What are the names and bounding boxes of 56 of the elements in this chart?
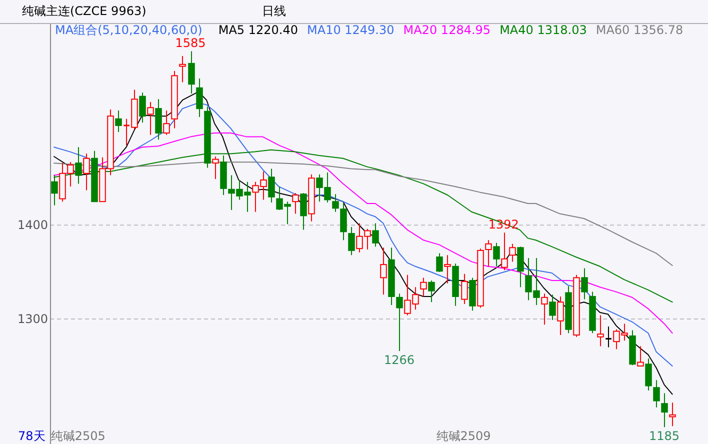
candlestick: [372, 222, 379, 248]
candlestick: [332, 194, 339, 212]
candlestick: [485, 240, 492, 267]
candlestick: [196, 78, 203, 118]
text: MA5 1220.40: [218, 23, 298, 37]
candlestick: [501, 232, 508, 271]
candlestick: [115, 110, 122, 133]
candlestick: [444, 254, 451, 284]
candlestick: [348, 226, 355, 256]
candlestick: [428, 280, 435, 303]
x-tick-label: 纯碱2509: [436, 429, 491, 443]
legend-title: MA组合(5,10,20,40,60,0): [55, 23, 202, 37]
candlestick: [541, 293, 548, 326]
candlestick: [604, 326, 612, 348]
candlestick: [637, 346, 644, 367]
line-series: [54, 132, 673, 334]
candlestick: [669, 402, 676, 427]
annotation: 1185: [649, 429, 680, 444]
candlestick: [268, 168, 275, 204]
candlestick: [300, 192, 307, 230]
candlestick: [436, 252, 443, 273]
text: MA40 1318.03: [500, 23, 587, 37]
text: MA20 1284.95: [403, 23, 491, 37]
candlestick: [645, 358, 652, 391]
candlestick: [581, 268, 588, 300]
chart-subtitle: 日线: [262, 4, 286, 18]
chart-title: 纯碱主连(CZCE 9963): [22, 4, 146, 18]
candlestick: [517, 246, 524, 288]
candlestick: [661, 392, 668, 428]
candlestick: [380, 247, 387, 296]
x-tick-label: 纯碱2505: [50, 429, 106, 443]
candlestick: [597, 314, 604, 347]
candlestick: [163, 110, 170, 136]
candlestick: [292, 192, 299, 214]
candlestick: [340, 202, 347, 241]
text: MA60 1356.78: [596, 23, 684, 37]
annotation: 1585: [175, 36, 206, 50]
candlestick: [420, 277, 427, 297]
text: 78天: [18, 429, 46, 443]
candlestick: [179, 55, 186, 83]
candlestick: [653, 380, 660, 408]
candlestick: [461, 273, 468, 304]
candlestick: [509, 243, 516, 262]
candlestick: [557, 296, 564, 336]
annotation: 1266: [384, 352, 415, 367]
candlestick: [549, 294, 556, 320]
y-tick-label: 1300: [17, 312, 48, 326]
candlestick: [83, 153, 90, 191]
candlestick: [396, 293, 403, 352]
candlestick: [147, 101, 154, 136]
candlestick: [212, 156, 219, 180]
y-tick-label: 1400: [17, 218, 48, 232]
text: MA10 1249.30: [307, 23, 394, 37]
candlestick: [188, 50, 195, 94]
candlestick: [139, 92, 146, 124]
candlestick: [493, 242, 500, 267]
